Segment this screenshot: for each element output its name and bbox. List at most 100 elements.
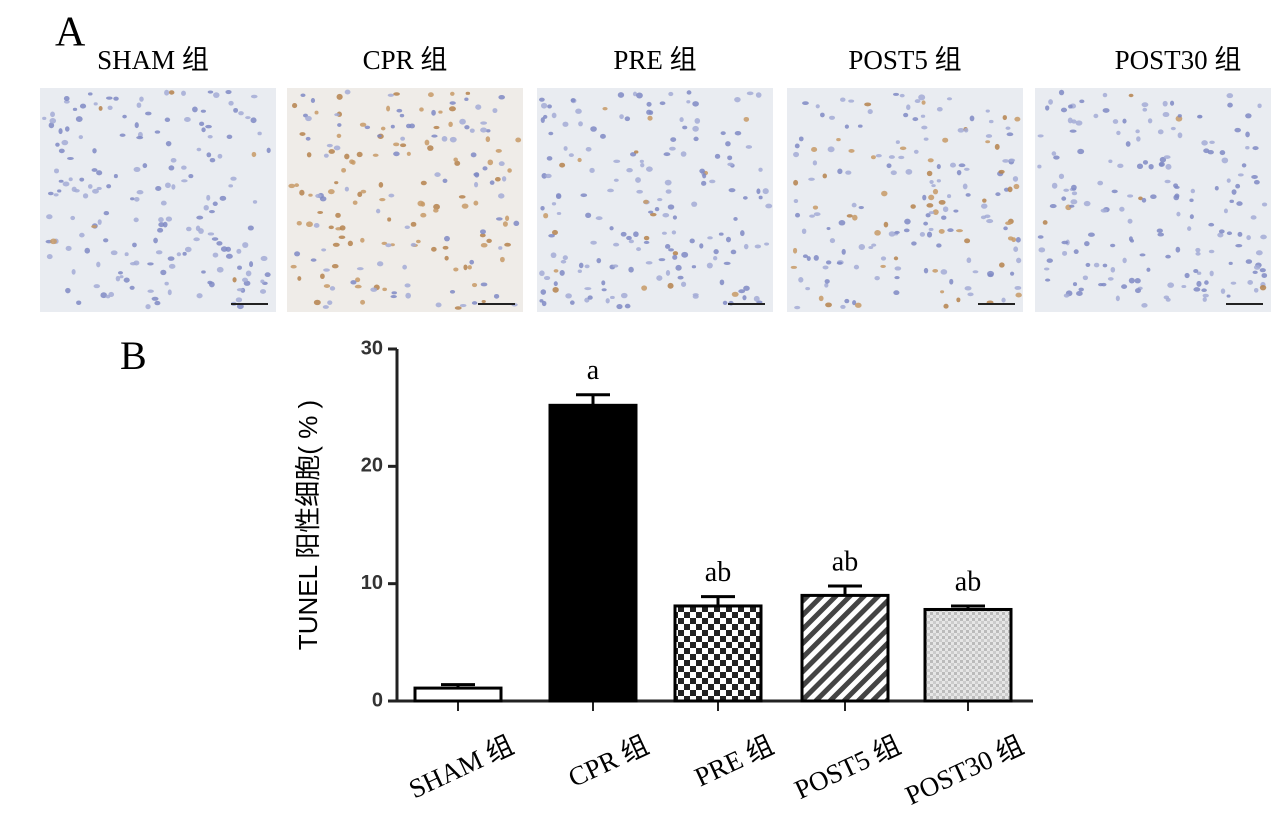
cell — [168, 90, 175, 95]
cell — [725, 236, 732, 243]
cell — [164, 89, 170, 96]
cell — [1231, 189, 1237, 195]
cell — [1084, 241, 1090, 247]
cell — [359, 122, 367, 127]
cell — [378, 181, 384, 188]
cell — [1014, 116, 1021, 122]
cell — [1125, 141, 1131, 147]
cell — [79, 232, 85, 238]
cell — [1260, 234, 1267, 240]
cell — [495, 148, 502, 153]
cell — [553, 281, 558, 287]
cell — [145, 111, 152, 116]
cell — [147, 289, 154, 293]
cell — [672, 251, 679, 256]
cell — [162, 221, 168, 228]
cell — [848, 149, 855, 153]
cell — [1190, 188, 1196, 194]
cell — [699, 168, 706, 174]
cell — [259, 289, 267, 294]
cell — [988, 119, 994, 124]
cell — [458, 195, 466, 199]
cell — [260, 279, 265, 284]
cell — [333, 145, 341, 151]
cell — [485, 129, 491, 133]
cell — [568, 153, 574, 158]
cell — [306, 221, 313, 228]
cell — [264, 272, 271, 278]
cell — [931, 184, 936, 188]
cell — [1085, 262, 1091, 268]
cell — [1226, 294, 1231, 298]
bar — [673, 604, 763, 703]
cell — [957, 127, 965, 133]
cell — [49, 118, 57, 124]
cell — [802, 101, 809, 106]
cell — [352, 200, 358, 205]
cell — [209, 158, 216, 163]
cell — [225, 89, 232, 95]
cell — [914, 99, 921, 104]
cell — [656, 275, 663, 281]
cell — [1257, 103, 1262, 109]
cell — [76, 300, 82, 306]
cell — [1038, 247, 1046, 253]
cell — [967, 292, 974, 297]
cell — [1209, 270, 1214, 277]
cell — [232, 277, 237, 283]
cell — [444, 235, 450, 242]
cell — [238, 111, 244, 116]
cell — [658, 258, 666, 262]
cell — [53, 193, 59, 197]
cell — [734, 96, 741, 103]
cell — [668, 248, 674, 252]
cell — [474, 181, 479, 188]
cell — [844, 298, 850, 304]
cell — [1259, 284, 1267, 291]
cell — [702, 173, 707, 179]
cell — [813, 212, 821, 217]
cell — [936, 107, 943, 112]
cell — [410, 221, 417, 227]
cell — [1245, 113, 1252, 119]
image-title: POST5 组 — [848, 45, 961, 75]
image-background — [537, 88, 773, 312]
cell — [1203, 148, 1210, 154]
cell — [628, 239, 634, 244]
cell — [1158, 161, 1165, 167]
cell — [211, 237, 219, 241]
cell — [473, 200, 479, 206]
cell — [335, 212, 341, 218]
cell — [186, 226, 192, 232]
cell — [1208, 222, 1215, 227]
cell — [643, 235, 650, 241]
cell — [548, 131, 554, 136]
cell — [641, 285, 648, 291]
cell — [448, 106, 456, 112]
cell — [1072, 282, 1078, 287]
cell — [107, 105, 113, 110]
cell — [216, 241, 223, 246]
cell — [1189, 198, 1194, 203]
cell — [1015, 236, 1021, 243]
cell — [158, 217, 164, 223]
cell — [1015, 292, 1022, 298]
cell — [331, 263, 339, 269]
cell — [919, 232, 926, 237]
cell — [672, 254, 678, 260]
cell — [743, 243, 749, 250]
cell — [84, 247, 91, 254]
cell — [485, 136, 491, 143]
cell — [495, 217, 503, 221]
cell — [822, 173, 828, 179]
cell — [454, 306, 462, 310]
cell — [840, 304, 846, 309]
cell — [317, 210, 324, 214]
cell — [686, 100, 691, 104]
cell — [636, 92, 643, 99]
cell — [1077, 148, 1085, 155]
cell — [479, 233, 486, 238]
cell — [250, 117, 257, 124]
cell — [617, 92, 625, 98]
cell — [1217, 232, 1224, 238]
